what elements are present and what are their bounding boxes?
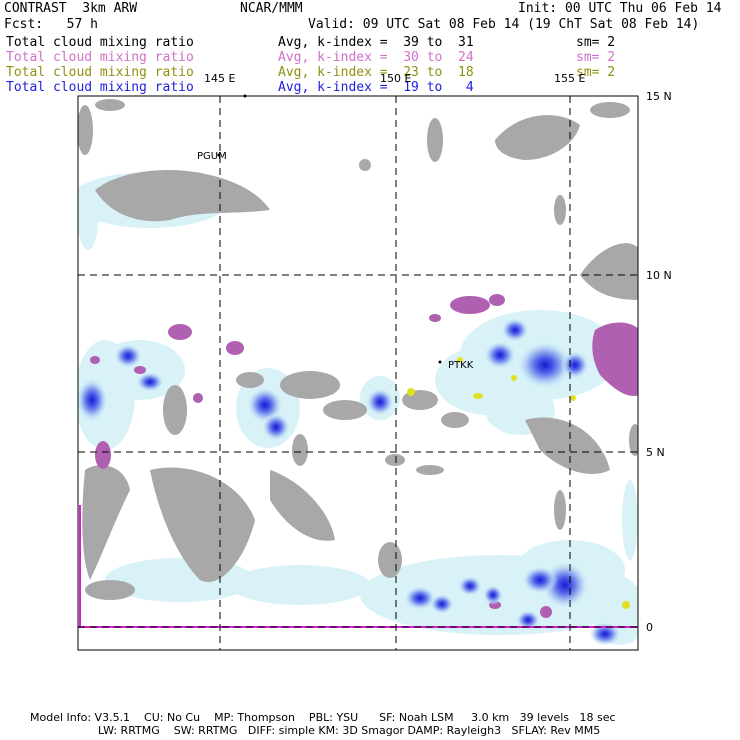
field-sm-1: sm= 2 (576, 35, 616, 50)
station-label-ptkk: PTKK (448, 360, 474, 371)
field-sm-3: sm= 2 (576, 65, 616, 80)
model-title: CONTRAST 3km ARW (4, 1, 138, 16)
lon-label-150: 150 E (380, 72, 412, 85)
lat-label-5n: 5 N (646, 446, 665, 459)
field-name-3: Total cloud mixing ratio (6, 65, 194, 80)
field-name-4: Total cloud mixing ratio (6, 80, 194, 95)
lon-label-155: 155 E (554, 72, 586, 85)
valid-time: Valid: 09 UTC Sat 08 Feb 14 (19 ChT Sat … (308, 17, 700, 32)
lat-label-0: 0 (646, 621, 653, 634)
station-marker-ptkk (438, 360, 442, 364)
forecast-hour: Fcst: 57 h (4, 17, 98, 32)
station-marker-pgum (217, 153, 221, 157)
field-avg-1: Avg, k-index = 39 to 31 (278, 35, 474, 50)
lat-label-10n: 10 N (646, 269, 672, 282)
lon-label-145: 145 E (204, 72, 236, 85)
field-sm-2: sm= 2 (576, 50, 616, 65)
init-time: Init: 00 UTC Thu 06 Feb 14 (518, 1, 722, 16)
grid-point (243, 94, 247, 98)
org-label: NCAR/MMM (240, 1, 303, 16)
field-name-2: Total cloud mixing ratio (6, 50, 194, 65)
field-avg-3: Avg, k-index = 23 to 18 (278, 65, 474, 80)
grey-cloud-layer (78, 99, 638, 600)
map-frame (77, 95, 639, 651)
field-name-1: Total cloud mixing ratio (6, 35, 194, 50)
lat-label-15n: 15 N (646, 90, 672, 103)
station-label-pgum: PGUM (197, 151, 227, 162)
model-info-line-2: LW: RRTMG SW: RRTMG DIFF: simple KM: 3D … (98, 724, 601, 737)
yellow-cloud-layer (407, 357, 630, 609)
field-avg-2: Avg, k-index = 30 to 24 (278, 50, 474, 65)
field-avg-4: Avg, k-index = 19 to 4 (278, 80, 474, 95)
model-info-line-1: Model Info: V3.5.1 CU: No Cu MP: Thompso… (30, 711, 616, 724)
